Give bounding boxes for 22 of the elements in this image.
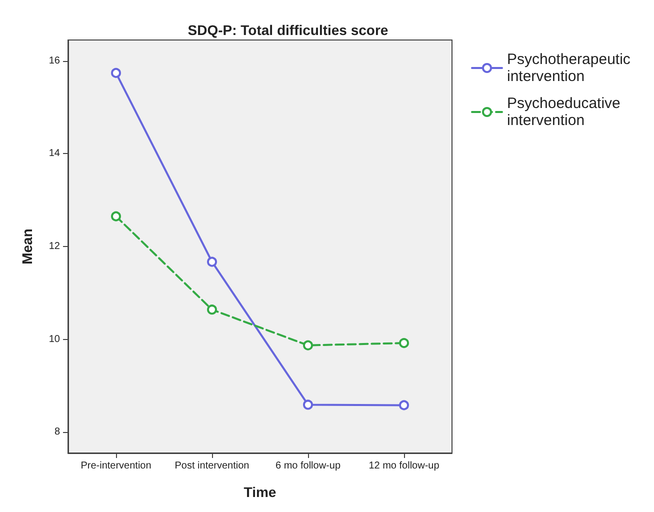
y-axis-title: Mean xyxy=(19,228,35,264)
point xyxy=(399,400,409,410)
point xyxy=(207,304,217,315)
y-tick-label: 10 xyxy=(48,334,60,345)
x-axis-title: Time xyxy=(244,484,276,500)
legend-label: Psychoeducative intervention xyxy=(507,95,620,129)
point xyxy=(399,338,409,348)
y-tick-label: 12 xyxy=(48,241,60,252)
y-tick-label: 8 xyxy=(54,426,60,438)
x-tick-label: Pre-intervention xyxy=(80,460,152,472)
chart-title: SDQ-P: Total difficulties score xyxy=(188,22,388,38)
x-tick-label: 6 mo follow-up xyxy=(275,460,341,472)
y-tick-label: 16 xyxy=(48,55,60,66)
x-tick-label: 12 mo follow-up xyxy=(368,460,440,472)
point xyxy=(303,340,313,350)
y-tick-label: 14 xyxy=(48,148,60,160)
point xyxy=(207,256,217,267)
point xyxy=(111,211,121,222)
point xyxy=(111,68,121,78)
point xyxy=(303,400,313,410)
legend-label: Psychotherapeutic intervention xyxy=(507,51,631,85)
x-tick-label: Post intervention xyxy=(174,460,250,472)
